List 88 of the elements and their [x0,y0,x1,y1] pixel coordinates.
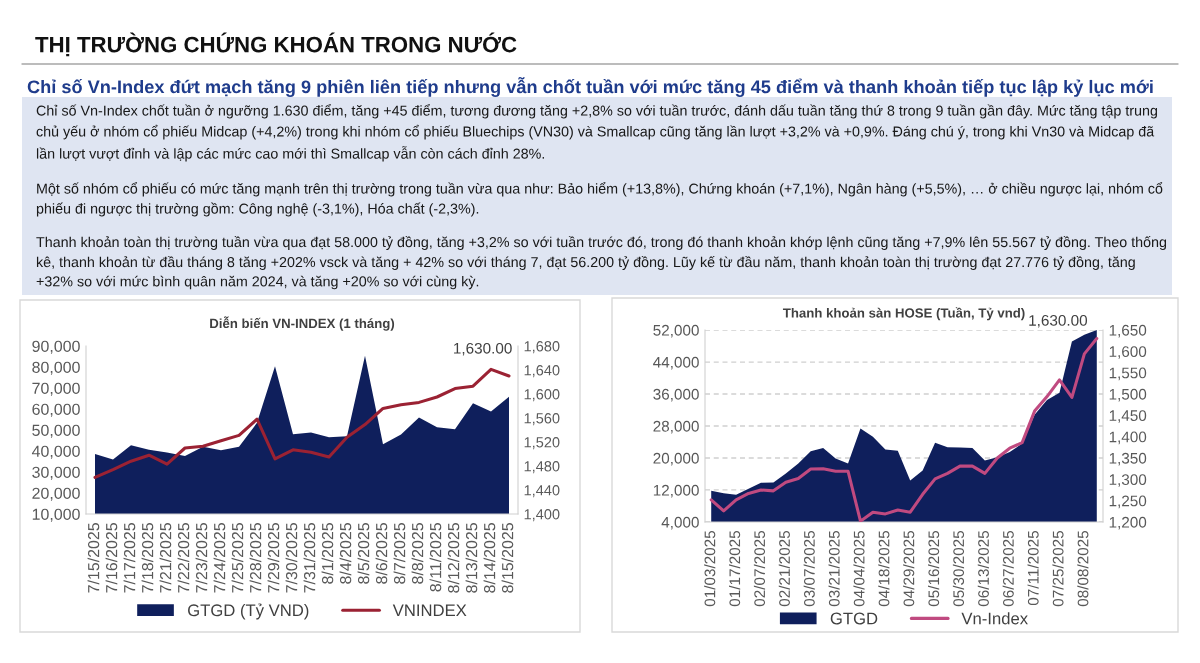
x-tick-label: 8/1/2025 [321,523,334,584]
x-tick-label: 01/03/2025 [704,530,716,607]
y2-tick-label: 1,600 [1109,346,1147,359]
x-tick-label: 8/12/2025 [447,523,460,593]
x-tick-label: 7/24/2025 [213,523,226,593]
x-tick-label: 07/11/2025 [1027,530,1039,606]
y2-tick-label: 1,400 [524,509,560,522]
text: Chỉ số Vn-Index đứt mạch tăng 9 phiên liên tiếp nhưng vẫn chốt tuần với mức tăng 45 điểm và thanh khoản tiếp tục lập kỷ lục mới [27,77,1153,97]
x-tick-label: 7/25/2025 [231,523,244,593]
legend-label: GTGD (Tỷ VND) [188,603,309,620]
x-tick-label: 06/27/2025 [1002,530,1014,607]
y-tick-label: 10,000 [32,508,80,522]
x-tick-label: 05/16/2025 [927,530,940,607]
y-tick-label: 28,000 [653,420,699,434]
x-tick-label: 8/11/2025 [429,523,442,592]
x-tick-label: 7/16/2025 [105,523,118,593]
y-tick-label: 90,000 [32,340,80,354]
x-tick-label: 05/30/2025 [952,530,965,607]
x-tick-label: 8/13/2025 [465,523,478,593]
legend-label: VNINDEX [392,604,467,617]
y-tick-label: 36,000 [653,388,699,402]
x-tick-label: 07/25/2025 [1052,530,1064,607]
x-tick-label: 7/23/2025 [195,523,208,593]
y2-tick-label: 1,640 [524,365,560,378]
y2-tick-label: 1,650 [1109,324,1147,338]
y-tick-label: 70,000 [32,382,80,396]
y-tick-label: 20,000 [32,487,80,501]
x-tick-label: 7/30/2025 [285,523,298,593]
x-tick-label: 03/07/2025 [803,530,815,607]
y2-tick-label: 1,450 [1109,410,1147,423]
x-tick-label: 8/4/2025 [339,523,352,584]
x-tick-label: 01/17/2025 [728,530,741,607]
x-tick-label: 8/5/2025 [357,523,370,584]
x-tick-label: 06/13/2025 [977,530,989,607]
y-tick-label: 30,000 [32,466,80,480]
y2-tick-label: 1,200 [1109,516,1147,530]
x-tick-label: 8/8/2025 [411,523,424,584]
y-tick-label: 50,000 [32,424,80,438]
y-tick-label: 80,000 [32,361,80,375]
y2-tick-label: 1,520 [524,437,560,450]
x-tick-label: 7/15/2025 [87,523,100,593]
text: Một số nhóm cổ phiếu có mức tăng mạnh trên thị trường trong tuần vừa qua như: Bảo hiểm (+13,8%), Chứng khoán (+7,1%), Ngân hàng (+5,5%), … ở chiều ngược lại, nhóm cổ phiếu đi ngược thị trường gồm: Công nghệ (-3,1%), Hóa chất (-2,3%). [36,182,1163,217]
text: Chỉ số Vn-Index chốt tuần ở ngưỡng 1.630 điểm, tăng +45 điểm, tương đương tăng +2,8% so với tuần trước, đánh dấu tuần tăng thứ 8 trong 9 tuần gần đây. Mức tăng tập trung chủ yếu ở nhóm cổ phiếu Midcap (+4,2%) trong khi nhóm cổ phiếu Bluechips (VN30) và Smallcap cũng tăng lần lượt +3,2% và +0,9%. Đáng chú ý, trong khi Vn30 và Midcap đã lần lượt vượt đỉnh và lập các mức cao mới thì Smallcap vẫn còn cách đỉnh 28%. [36,104,1157,162]
x-tick-label: 7/22/2025 [177,523,190,593]
y-tick-label: 40,000 [31,445,80,459]
y2-tick-label: 1,300 [1109,474,1147,487]
x-tick-label: 03/21/2025 [828,530,840,607]
chart-title: Diễn biến VN-INDEX (1 tháng) [210,316,395,331]
x-tick-label: 02/21/2025 [778,530,790,607]
y2-tick-label: 1,440 [524,485,560,498]
x-tick-label: 7/29/2025 [267,523,280,593]
text: Thanh khoản toàn thị trường tuần vừa qua đạt 58.000 tỷ đồng, tăng +3,2% so với tuần trước đó, trong đó thanh khoản khớp lệnh cũng tăng +7,9% lên 55.567 tỷ đồng. Theo thống kê, thanh khoản từ đầu tháng 8 tăng +202% vsck và tăng + 42% so với tháng 7, đạt 56.200 tỷ đồng. Lũy kế từ đầu năm, thanh khoản toàn thị trường đạt 27.776 tỷ đồng, tăng +32% so với mức bình quân năm 2024, và tăng +20% so với cùng kỳ. [36,236,1167,290]
y2-tick-label: 1,600 [524,389,560,402]
y2-tick-label: 1,480 [524,461,560,474]
x-tick-label: 04/04/2025 [853,530,865,607]
x-tick-label: 8/14/2025 [483,523,496,593]
text: THỊ TRƯỜNG CHỨNG KHOÁN TRONG NƯỚC [35,32,517,57]
y2-tick-label: 1,500 [1109,388,1147,402]
x-tick-label: 04/18/2025 [878,530,890,607]
y-tick-label: 60,000 [32,403,80,417]
data-label: 1,630.00 [1029,314,1088,328]
line-series [93,367,511,479]
y-tick-label: 52,000 [653,324,699,338]
x-tick-label: 7/17/2025 [123,523,136,593]
y-tick-label: 4,000 [661,516,699,530]
y2-tick-label: 1,560 [524,413,560,426]
y2-tick-label: 1,350 [1109,452,1147,466]
y-tick-label: 12,000 [653,484,699,498]
x-tick-label: 7/18/2025 [141,523,154,593]
y2-tick-label: 1,250 [1109,495,1147,509]
x-tick-label: 8/6/2025 [375,523,388,584]
x-tick-label: 04/29/2025 [903,530,915,607]
x-tick-label: 08/08/2025 [1077,530,1089,607]
y2-tick-label: 1,550 [1109,367,1147,381]
y2-tick-label: 1,400 [1109,431,1147,445]
y2-tick-label: 1,680 [524,341,560,354]
y-tick-label: 20,000 [653,452,699,466]
x-tick-label: 8/15/2025 [501,523,514,593]
x-tick-label: 7/31/2025 [303,523,316,593]
x-tick-label: 7/21/2025 [159,523,172,593]
data-label: 1,630.00 [454,342,512,356]
x-tick-label: 8/7/2025 [393,523,406,584]
y-tick-label: 44,000 [653,356,699,370]
legend-label: GTGD [830,612,878,625]
legend-label: Vn-Index [961,612,1028,625]
chart-title: Thanh khoản sàn HOSE (Tuần, Tỷ vnd) [782,307,1025,321]
x-tick-label: 7/28/2025 [249,523,262,593]
x-tick-label: 02/07/2025 [753,530,766,607]
